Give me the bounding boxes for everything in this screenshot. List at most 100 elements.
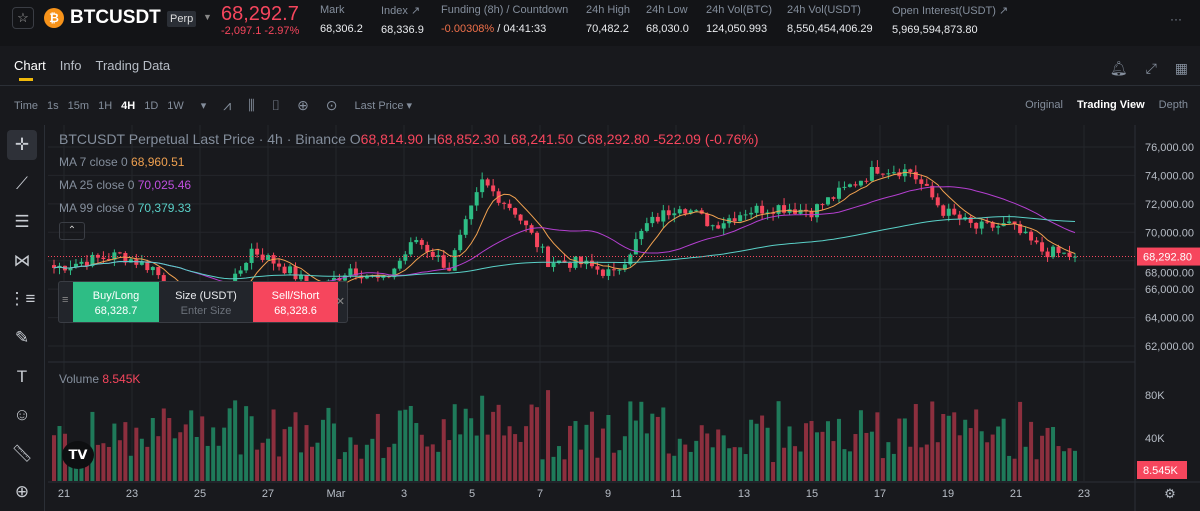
candle-body (941, 205, 946, 216)
candle-body (557, 260, 562, 263)
volume-bar (95, 444, 100, 481)
tab-chart[interactable]: Chart (14, 58, 46, 81)
candle-body (924, 183, 929, 186)
interval-dropdown-icon[interactable]: ▾ (200, 100, 207, 112)
interval-time[interactable]: Time (14, 99, 39, 112)
volume-bar (721, 435, 726, 481)
bell-icon[interactable]: 🔔︎ (1109, 60, 1128, 76)
volume-bar (551, 456, 556, 481)
interval-1h[interactable]: 1H (98, 99, 113, 112)
pattern-icon[interactable]: ⋈ (13, 250, 31, 270)
candle-body (787, 209, 792, 213)
fib-icon[interactable]: ⋮≡ (8, 289, 36, 309)
volume-bar (754, 423, 759, 481)
volume-bar (600, 428, 605, 481)
sell-short-button[interactable]: Sell/Short 68,328.6 (253, 282, 338, 322)
volume-bar (386, 447, 391, 481)
symbol-name[interactable]: BTCUSDT (70, 7, 161, 28)
volume-bar (238, 454, 243, 481)
volume-bar (710, 447, 715, 481)
candle-body (880, 173, 885, 175)
drag-handle-icon[interactable]: ≡ (62, 294, 69, 306)
favorite-star-icon[interactable]: ☆ (12, 7, 34, 29)
ma25-legend: MA 25 close 0 70,025.46 (59, 178, 192, 192)
volume-bar (1073, 450, 1077, 481)
interval-1w[interactable]: 1W (167, 99, 184, 112)
chart-type-icon[interactable]: ⫼ (248, 97, 255, 113)
volume-bar (425, 446, 430, 481)
volume-bar (935, 442, 940, 481)
price-type-select[interactable]: Last Price ▾ (354, 100, 413, 112)
expand-icon[interactable]: ⤢ (1145, 60, 1157, 76)
view-depth[interactable]: Depth (1158, 99, 1188, 111)
candle-body (1051, 246, 1056, 258)
collapse-legend-button[interactable]: ⌃ (59, 222, 85, 240)
volume-bar (403, 409, 408, 481)
buy-long-button[interactable]: Buy/Long 68,328.7 (73, 282, 159, 322)
volume-bar (683, 444, 688, 481)
add-icon[interactable]: ⊕ (297, 97, 309, 113)
ruler-icon[interactable]: 📏︎ (11, 443, 33, 463)
candle-body (348, 268, 353, 276)
date-tick-label: 11 (670, 488, 681, 500)
candle-body (293, 266, 298, 280)
candle-body (1012, 221, 1017, 225)
candle-body (567, 262, 572, 268)
volume-bar (1029, 421, 1034, 481)
indicator-icon[interactable]: ⩘ (223, 97, 232, 113)
volume-bar (535, 407, 540, 481)
view-original[interactable]: Original (1025, 99, 1063, 111)
volume-bar (309, 446, 314, 481)
screenshot-icon[interactable]: ⌷ (271, 97, 281, 113)
trend-line-icon[interactable]: ⟋ (16, 173, 28, 193)
price-tick-label: 70,000.00 (1145, 227, 1194, 239)
candle-body (908, 169, 913, 172)
candle-body (820, 204, 825, 206)
interval-1d[interactable]: 1D (144, 99, 159, 112)
volume-bar (1051, 427, 1056, 481)
candle-body (518, 214, 523, 221)
quick-trade-panel: ≡ Buy/Long 68,328.7 Size (USDT) Enter Size… (58, 281, 348, 323)
volume-bar (908, 446, 913, 481)
price-tick-label: 74,000.00 (1145, 170, 1194, 182)
volume-bar (1056, 446, 1061, 481)
layout-grid-icon[interactable]: ▦ (1174, 60, 1188, 76)
volume-bar (875, 412, 880, 481)
interval-4h[interactable]: 4H (121, 99, 136, 112)
size-input[interactable]: Size (USDT) Enter Size (175, 290, 237, 317)
candle-body (238, 270, 243, 274)
volume-bar (963, 419, 968, 481)
text-icon[interactable]: T (16, 366, 28, 386)
volume-bar (990, 434, 995, 481)
volume-bar (452, 404, 457, 481)
close-icon[interactable]: ✕ (335, 296, 345, 308)
volume-bar (595, 457, 600, 481)
tab-info[interactable]: Info (59, 58, 82, 73)
interval-15m[interactable]: 15m (67, 99, 90, 112)
view-trading-view[interactable]: Trading View (1076, 99, 1145, 111)
volume-bar (782, 447, 787, 481)
interval-1s[interactable]: 1s (47, 99, 59, 112)
candle-body (117, 252, 122, 254)
horizontal-lines-icon[interactable]: ☰ (14, 212, 30, 232)
crosshair-icon[interactable]: ✛ (7, 130, 37, 160)
emoji-icon[interactable]: ☺ (13, 405, 31, 425)
candle-body (260, 254, 265, 260)
view-switch: Original Trading View Depth (1025, 99, 1188, 111)
zoom-in-icon[interactable]: ⊕ (14, 482, 30, 502)
symbol-dropdown-icon[interactable]: ▼ (203, 12, 212, 22)
settings-icon[interactable]: ⊙ (325, 97, 338, 113)
stat-mark: Mark 68,306.2 (320, 4, 363, 35)
volume-bar (1062, 451, 1067, 481)
tab-trading-data[interactable]: Trading Data (95, 58, 171, 73)
volume-bar (727, 448, 732, 481)
chart-settings-icon[interactable]: ⚙ (1164, 486, 1176, 501)
more-icon[interactable]: ··· (1170, 12, 1182, 26)
candle-body (946, 208, 951, 216)
brush-icon[interactable]: ✎ (14, 327, 30, 347)
candle-body (672, 213, 677, 216)
candle-body (694, 210, 699, 212)
volume-bar (430, 444, 435, 481)
candle-body (485, 179, 490, 186)
